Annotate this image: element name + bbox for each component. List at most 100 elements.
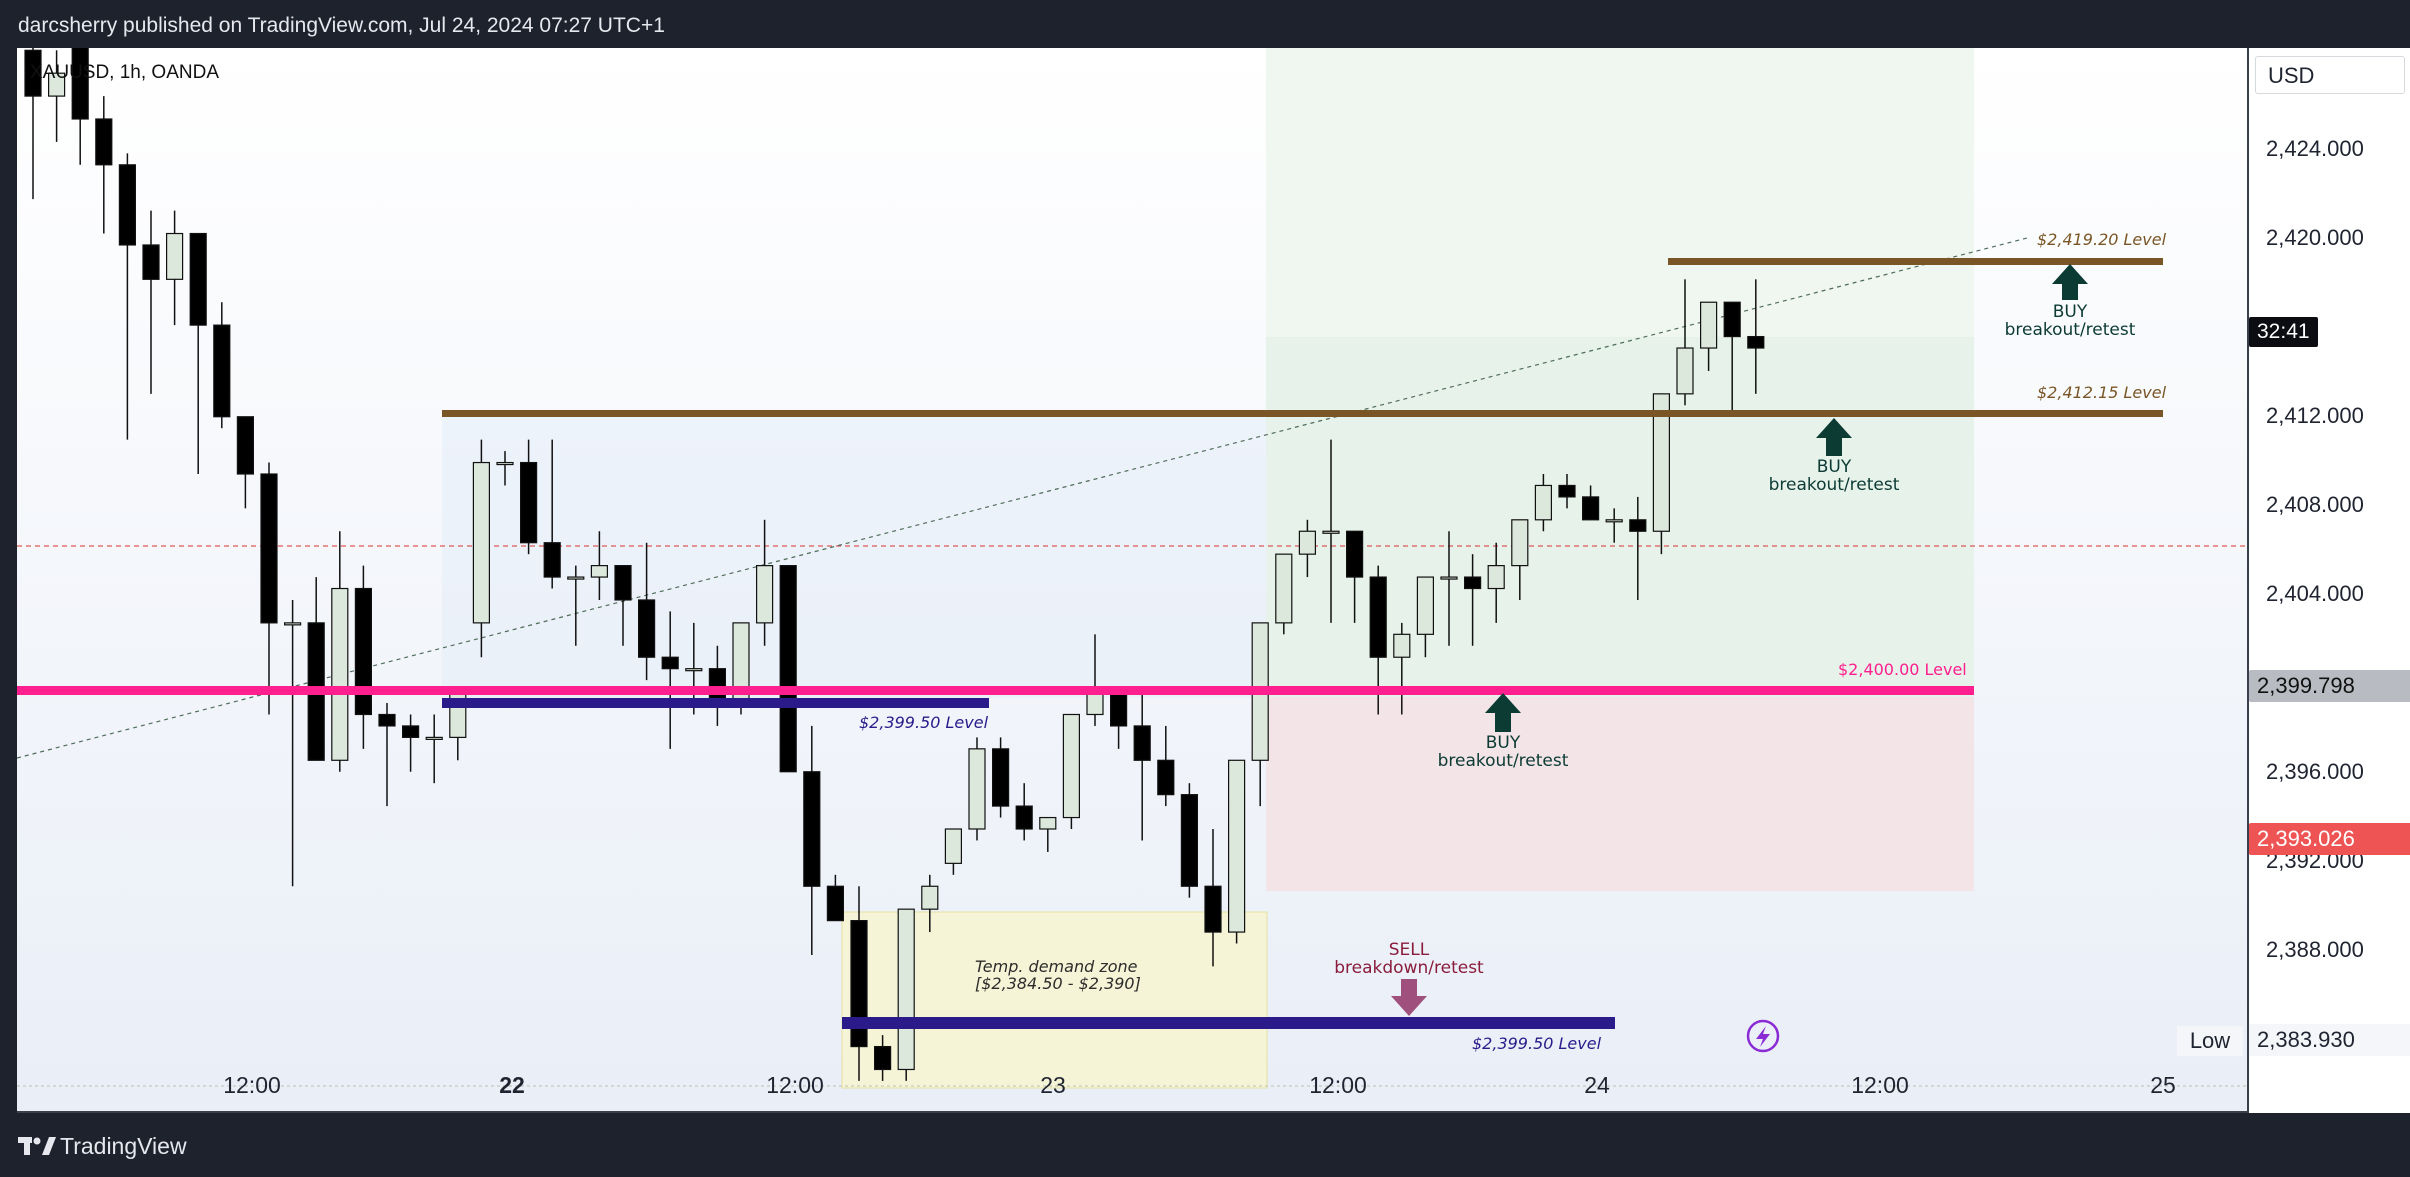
candle-body xyxy=(1440,576,1458,580)
x-label-5: 24 xyxy=(1584,1072,1610,1098)
demand-zone-text: Temp. demand zone [$2,384.50 - $2,390] xyxy=(975,957,1141,993)
price-axis[interactable]: USD 2,424.000 2,420.000 2,412.000 2,408.… xyxy=(2177,48,2410,1113)
candle-body xyxy=(779,565,797,773)
y-tick-1: 2,420.000 xyxy=(2266,225,2364,250)
candle-body xyxy=(425,736,443,740)
candle-body xyxy=(1298,530,1317,555)
level-bar-2419 xyxy=(1668,258,2163,265)
candle-body xyxy=(614,565,632,601)
y-tick-0: 2,424.000 xyxy=(2266,136,2364,161)
level-label-2419: $2,419.20 Level xyxy=(2037,230,2167,249)
buy-text-2412: BUY breakout/retest xyxy=(1768,457,1900,495)
candle-body xyxy=(142,244,160,280)
candle-body xyxy=(590,565,609,578)
x-label-7: 25 xyxy=(2150,1072,2176,1098)
y-tick-7: 2,388.000 xyxy=(2266,937,2364,962)
buy-arrow-2400 xyxy=(1485,693,1521,732)
level-bar-2400 xyxy=(17,686,1974,695)
candle-body xyxy=(1062,713,1081,819)
candle-body xyxy=(944,828,963,864)
candle-body xyxy=(1180,794,1199,887)
candle-body xyxy=(354,587,372,716)
buy-text-2419: BUY breakout/retest xyxy=(2004,302,2136,340)
currency-selector[interactable]: USD xyxy=(2255,56,2405,94)
candle-body xyxy=(284,622,302,626)
top-bar: darcsherry published on TradingView.com,… xyxy=(0,0,2410,48)
candle-body xyxy=(118,164,137,246)
candle-body xyxy=(1157,759,1175,796)
candles-group xyxy=(24,48,1765,1081)
candle-body xyxy=(189,232,207,326)
candle-body xyxy=(166,232,184,280)
candle-body xyxy=(968,748,986,830)
level-bar-2399-a xyxy=(442,698,989,708)
candle-body xyxy=(1416,576,1435,635)
currency-label: USD xyxy=(2268,63,2315,88)
candle-body xyxy=(1204,885,1222,933)
buy-arrow-2412 xyxy=(1816,418,1852,456)
candle-body xyxy=(1723,301,1741,338)
candle-body xyxy=(850,920,868,1048)
trendline xyxy=(17,237,2028,759)
y-tick-3: 2,408.000 xyxy=(2266,492,2364,517)
candle-body xyxy=(803,771,821,887)
candle-body xyxy=(661,656,679,670)
candle-body xyxy=(1133,725,1151,761)
red-price-tag: 2,393.026 xyxy=(2249,823,2410,855)
upper-green-zone xyxy=(1266,48,1974,338)
candle-body xyxy=(1275,553,1293,624)
candle-body xyxy=(543,542,561,578)
candle-body xyxy=(378,713,396,727)
x-axis-line xyxy=(17,1111,2247,1113)
level-label-2399-a: $2,399.50 Level xyxy=(859,713,989,732)
candle-body xyxy=(496,461,514,466)
x-label-4: 12:00 xyxy=(1309,1072,1367,1098)
candle-body xyxy=(1345,530,1364,578)
candle-body xyxy=(95,118,113,166)
candle-body xyxy=(260,473,278,624)
candle-body xyxy=(637,599,656,658)
candle-body xyxy=(24,49,42,97)
candle-body xyxy=(1487,565,1505,590)
candle-body xyxy=(1652,393,1671,532)
candle-body xyxy=(1322,530,1340,534)
candle-body xyxy=(755,565,774,624)
footer-bar: TradingView xyxy=(0,1113,2410,1177)
symbol-label: XAUUSD, 1h, OANDA xyxy=(30,62,219,83)
candle-body xyxy=(520,461,538,544)
candle-body xyxy=(1747,335,1765,349)
candle-body xyxy=(1581,496,1600,521)
chart-plot-area[interactable]: XAUUSD, 1h, OANDA $2,419.20 Level $2,412… xyxy=(17,48,2247,1113)
candle-body xyxy=(331,587,349,761)
candle-body xyxy=(826,885,845,922)
candle-body xyxy=(567,576,585,580)
candle-body xyxy=(1227,759,1246,933)
countdown-tag: 32:41 xyxy=(2249,317,2318,347)
candle-body xyxy=(1015,805,1033,830)
current-price-tag: 2,399.798 xyxy=(2249,670,2410,702)
buy-arrow-2419 xyxy=(2052,264,2088,300)
candle-body xyxy=(213,324,231,418)
y-tick-4: 2,404.000 xyxy=(2266,581,2364,606)
level-bar-2399-b xyxy=(842,1017,1615,1029)
candle-body xyxy=(991,748,1010,807)
x-label-2: 12:00 xyxy=(766,1072,824,1098)
x-label-6: 12:00 xyxy=(1851,1072,1909,1098)
candle-body xyxy=(1109,690,1128,727)
level-label-2400: $2,400.00 Level xyxy=(1838,660,1967,679)
low-price-tag: 2,383.930 xyxy=(2249,1024,2410,1056)
candle-body xyxy=(1039,816,1057,830)
candle-body xyxy=(1369,576,1387,658)
candle-body xyxy=(1393,633,1411,658)
buy-text-2400: BUY breakout/retest xyxy=(1437,733,1569,771)
candle-body xyxy=(402,725,420,738)
candle-body xyxy=(71,48,89,120)
y-tick-2: 2,412.000 xyxy=(2266,403,2364,428)
candle-body xyxy=(1511,519,1529,567)
tradingview-logo-icon xyxy=(18,1137,56,1155)
candle-body xyxy=(1463,576,1482,590)
y-tick-5: 2,396.000 xyxy=(2266,759,2364,784)
candle-body xyxy=(1605,519,1623,523)
blue-zone xyxy=(442,414,1266,698)
candle-body xyxy=(685,668,703,672)
